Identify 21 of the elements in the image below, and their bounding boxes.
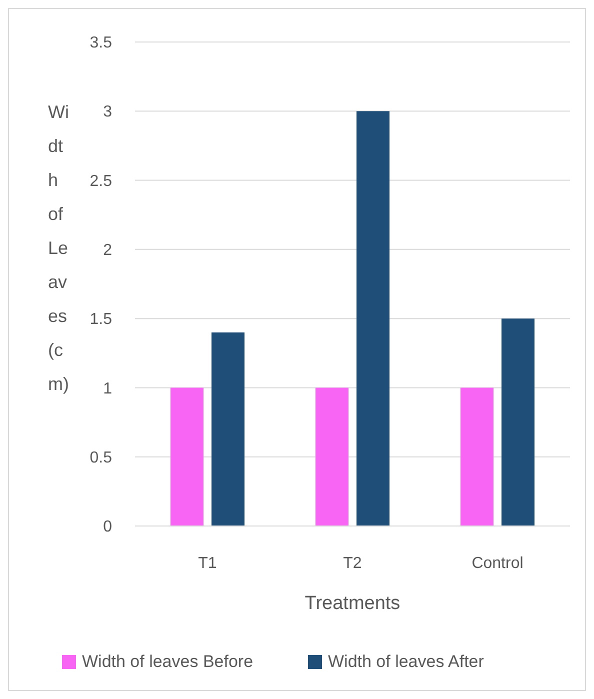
legend-label: Width of leaves After [328, 652, 484, 671]
bar [356, 111, 390, 526]
y-tick-label: 3 [103, 104, 112, 121]
y-tick-label: 3.5 [90, 34, 112, 52]
bar [316, 388, 348, 526]
legend-label: Width of leaves Before [82, 652, 254, 671]
y-tick-label: 0.5 [90, 449, 112, 466]
y-tick-label: 2 [103, 242, 112, 260]
x-tick-label: T1 [198, 555, 217, 572]
y-tick-label: 2.5 [90, 172, 112, 190]
bar [502, 318, 534, 526]
bar [460, 388, 494, 526]
y-tick-label: 1 [103, 380, 112, 398]
y-tick-label: 1.5 [90, 311, 112, 328]
x-axis-title: Treatments [304, 593, 400, 614]
bar [170, 388, 204, 526]
x-tick-label: T2 [343, 555, 362, 572]
x-tick-label: Control [472, 555, 524, 572]
y-tick-label: 0 [103, 518, 112, 536]
bar [212, 332, 244, 526]
text: Width of Leaves (cm) [48, 102, 69, 394]
